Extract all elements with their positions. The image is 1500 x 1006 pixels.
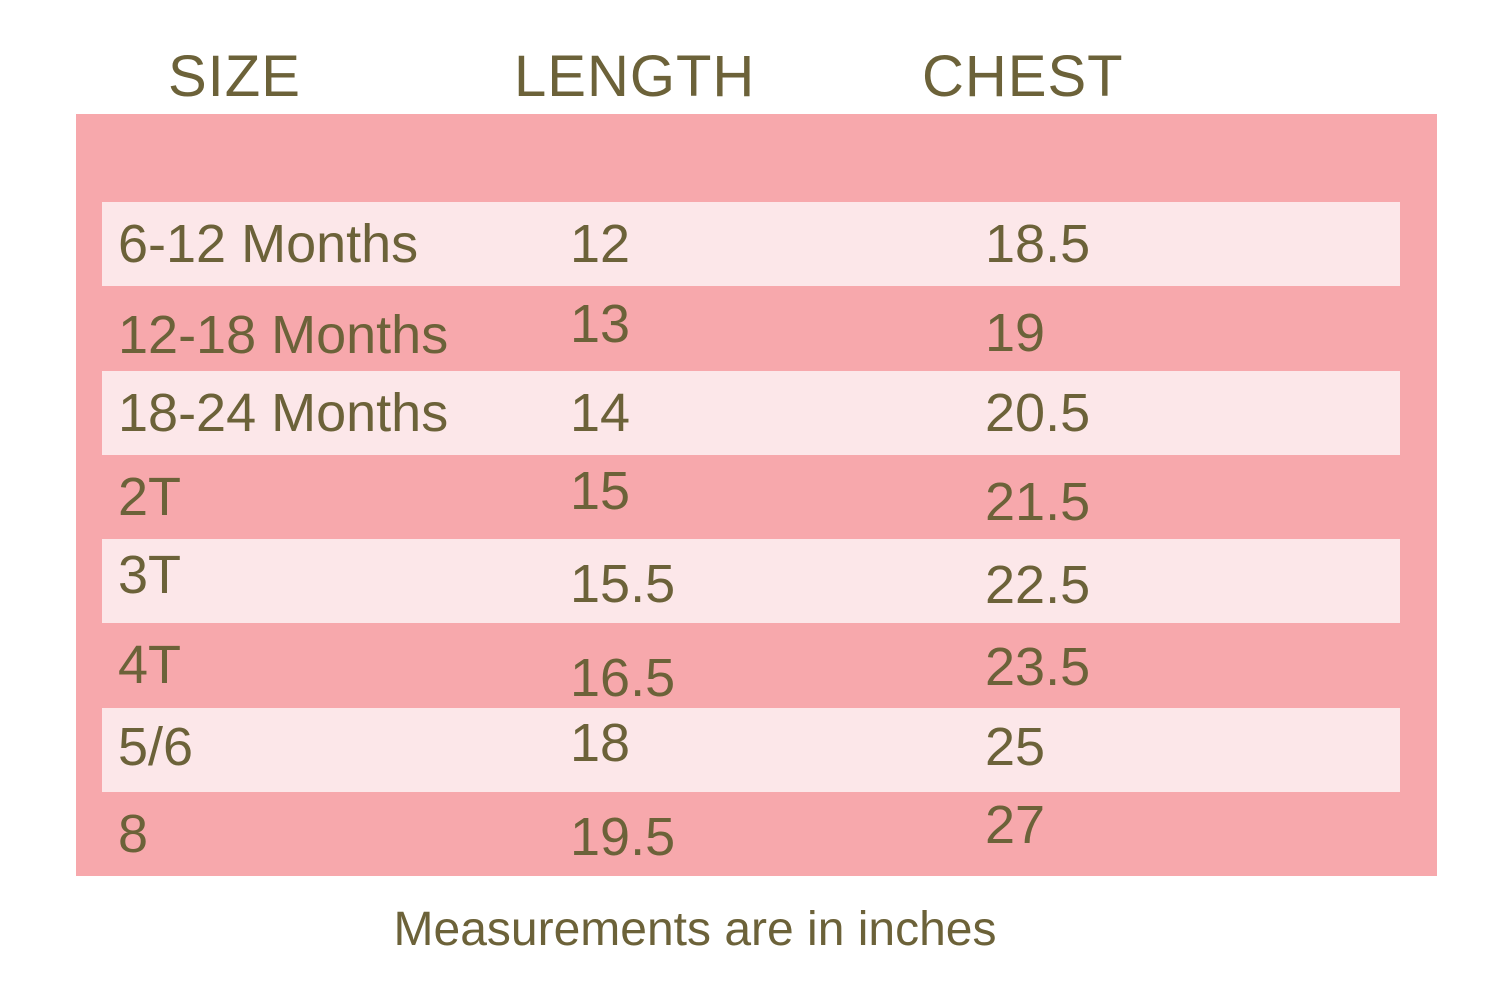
row-stripe (102, 707, 1400, 792)
length-cell: 15.5 (570, 554, 676, 615)
length-cell: 12 (570, 214, 631, 275)
size-chart-panel: 6-12 Months 12 18.5 12-18 Months 13 19 1… (76, 114, 1437, 876)
length-cell: 19.5 (570, 806, 676, 867)
chest-cell: 20.5 (985, 382, 1091, 443)
table-row: 18-24 Months 14 20.5 (76, 370, 1437, 455)
size-cell: 4T (118, 635, 182, 696)
table-row: 12-18 Months 13 19 (76, 286, 1437, 370)
table-row: 6-12 Months 12 18.5 (76, 202, 1437, 287)
chest-cell: 25 (985, 716, 1046, 777)
row-stripe (102, 370, 1400, 455)
size-cell: 2T (118, 466, 182, 527)
chest-cell: 19 (985, 303, 1046, 364)
chest-cell: 21.5 (985, 471, 1091, 532)
table-row: 4T 16.5 23.5 (76, 623, 1437, 707)
size-cell: 12-18 Months (118, 305, 449, 366)
row-stripe (102, 539, 1400, 624)
chest-cell: 27 (985, 794, 1046, 855)
chest-cell: 23.5 (985, 637, 1091, 698)
measurements-note: Measurements are in inches (393, 903, 997, 956)
row-stripe (102, 202, 1400, 287)
length-cell: 16.5 (570, 648, 676, 709)
table-row: 8 19.5 27 (76, 792, 1437, 876)
length-cell: 14 (570, 382, 631, 443)
size-cell: 5/6 (118, 716, 194, 777)
table-row: 5/6 18 25 (76, 707, 1437, 792)
size-cell: 8 (118, 803, 149, 864)
size-cell: 18-24 Months (118, 382, 449, 443)
column-header-chest: CHEST (922, 44, 1124, 109)
column-header-length: LENGTH (514, 44, 756, 109)
size-cell: 6-12 Months (118, 214, 419, 275)
size-cell: 3T (118, 545, 182, 606)
table-row: 2T 15 21.5 (76, 455, 1437, 539)
table-row: 3T 15.5 22.5 (76, 539, 1437, 624)
length-cell: 13 (570, 294, 631, 355)
chest-cell: 18.5 (985, 214, 1091, 275)
length-cell: 18 (570, 712, 631, 773)
chest-cell: 22.5 (985, 555, 1091, 616)
length-cell: 15 (570, 460, 631, 521)
column-header-size: SIZE (168, 44, 301, 109)
